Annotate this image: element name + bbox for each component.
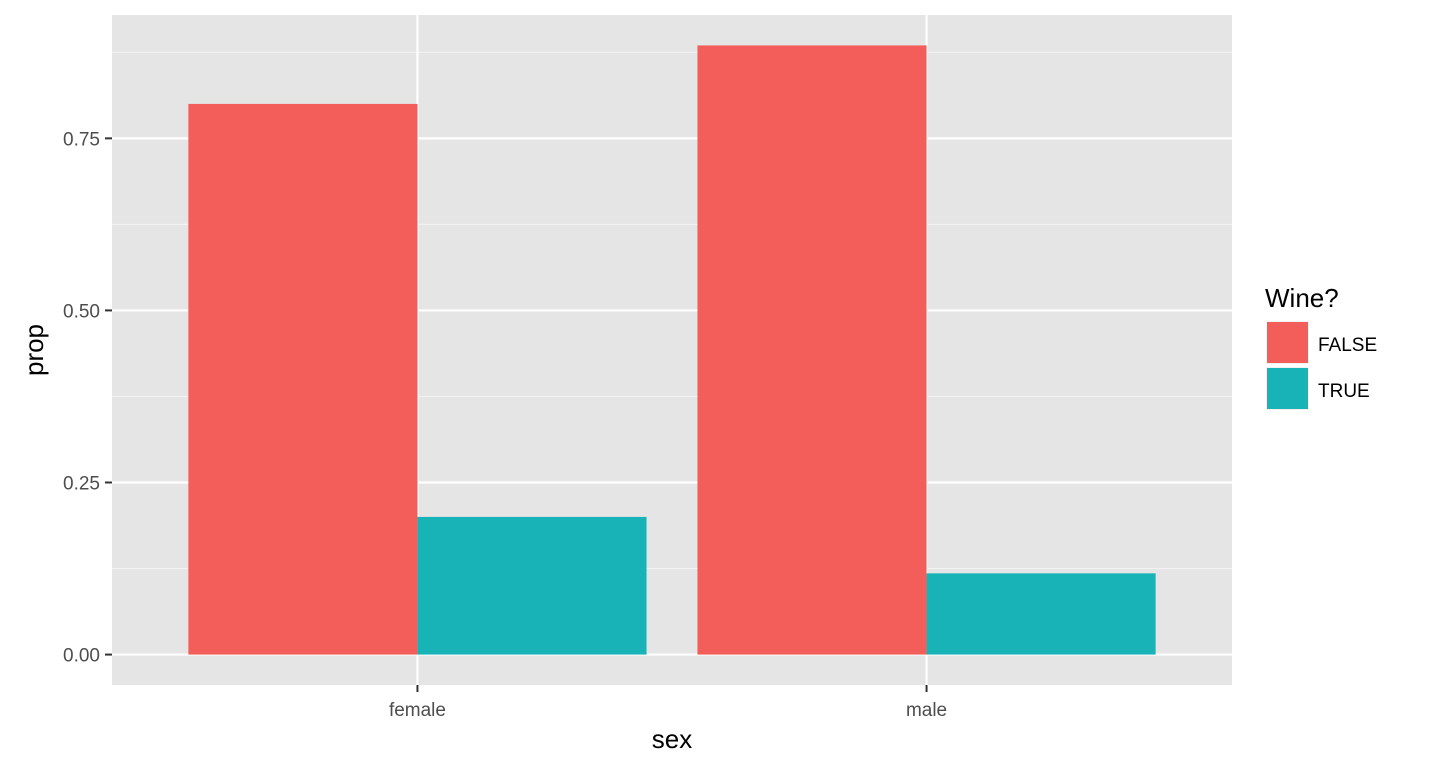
legend-items: FALSE TRUE (1266, 321, 1377, 410)
legend-label-false: FALSE (1318, 335, 1377, 356)
legend-label-true: TRUE (1318, 381, 1370, 402)
x-tick-label: female (389, 700, 446, 721)
x-axis: female male (389, 685, 947, 721)
legend-title: Wine? (1265, 283, 1339, 313)
y-tick-label: 0.25 (63, 473, 100, 494)
y-tick-label: 0.50 (63, 301, 100, 322)
y-tick-label: 0.00 (63, 646, 100, 667)
y-axis-title: prop (19, 324, 49, 376)
bar-male-true (926, 573, 1156, 655)
bar-female-false (188, 103, 418, 655)
bar-female-true (417, 516, 647, 655)
bar-male-false (697, 45, 927, 655)
legend-key-true (1267, 368, 1308, 409)
legend: Wine? FALSE TRUE (1265, 283, 1377, 410)
x-tick-label: male (906, 700, 947, 721)
x-axis-title: sex (652, 724, 692, 754)
legend-key-false (1267, 322, 1308, 363)
y-axis: 0.00 0.25 0.50 0.75 (63, 129, 112, 667)
bars (188, 45, 1156, 655)
y-tick-label: 0.75 (63, 129, 100, 150)
